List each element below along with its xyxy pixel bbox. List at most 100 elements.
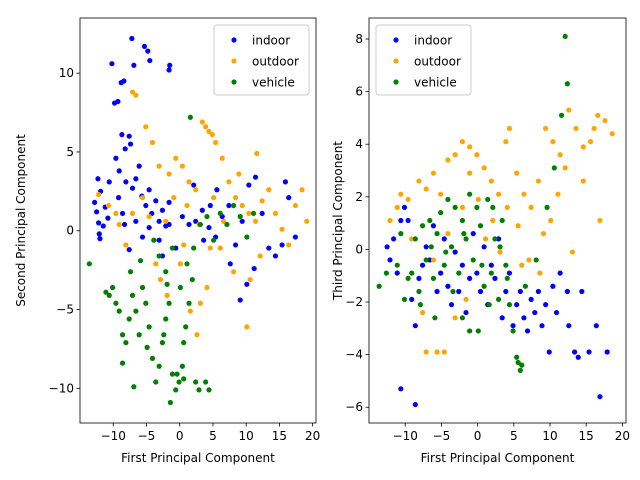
data-point [445, 196, 451, 203]
data-point [141, 43, 148, 49]
data-point [171, 195, 177, 201]
data-point [159, 207, 166, 213]
data-point [528, 296, 534, 302]
data-point [236, 171, 242, 177]
chart-panel-2: −10 −5 0 5 10 15 20 −6 −4 −2 0 2 4 6 8 First Principal … [331, 17, 630, 465]
data-point [143, 300, 149, 306]
data-point [199, 119, 205, 125]
data-point [115, 195, 122, 201]
data-point [127, 141, 134, 147]
data-point [244, 234, 250, 240]
data-point [461, 231, 467, 237]
data-point [286, 195, 292, 201]
data-point [109, 61, 115, 67]
data-point [503, 262, 509, 268]
y-axis-label: Second Principal Component [14, 134, 28, 307]
data-point [157, 276, 164, 283]
data-point [203, 379, 209, 385]
data-point [266, 187, 272, 193]
data-point [193, 379, 199, 385]
data-point [470, 257, 476, 263]
data-point [428, 244, 434, 250]
data-point [259, 198, 265, 204]
data-point [452, 315, 458, 321]
data-point [562, 33, 568, 40]
data-point [544, 204, 550, 210]
x-tick-label: 10 [542, 429, 557, 443]
data-point [503, 288, 509, 295]
data-point [183, 324, 189, 330]
data-point [572, 349, 578, 355]
data-point [441, 236, 447, 242]
data-point [510, 328, 516, 334]
data-point [456, 288, 462, 295]
data-point [129, 292, 136, 298]
data-point [445, 283, 451, 289]
series-indoor [384, 204, 610, 408]
y-tick-label: −10 [49, 381, 74, 395]
y-tick-label: 4 [355, 137, 363, 151]
data-point [187, 114, 193, 120]
data-point [220, 218, 227, 224]
data-point [416, 288, 422, 295]
series-outdoor [96, 89, 310, 338]
data-point [448, 244, 455, 250]
data-point [497, 249, 503, 255]
data-point [217, 210, 223, 217]
data-point [161, 332, 167, 338]
data-point [555, 191, 561, 197]
data-point [438, 191, 444, 197]
data-point [113, 155, 119, 161]
data-point [387, 217, 393, 224]
data-point [105, 215, 111, 221]
x-tick-label: 10 [239, 429, 254, 443]
data-point [394, 270, 400, 276]
data-point [299, 187, 305, 193]
data-point [566, 107, 572, 113]
data-point [123, 179, 129, 185]
data-point [517, 288, 523, 295]
data-point [97, 236, 103, 242]
data-point [495, 296, 502, 302]
data-point [119, 360, 126, 366]
data-point [521, 191, 527, 197]
data-point [506, 302, 513, 308]
data-point [156, 218, 162, 224]
data-point [105, 202, 112, 209]
data-point [602, 117, 608, 124]
x-tick-label: 0 [474, 429, 482, 443]
data-point [193, 187, 199, 193]
data-point [450, 288, 456, 295]
data-point [532, 309, 538, 316]
data-point [153, 379, 159, 385]
legend-label-vehicle: vehicle [252, 76, 295, 90]
data-point [376, 283, 382, 289]
data-point [173, 387, 179, 393]
data-point [169, 245, 176, 251]
data-point [232, 242, 239, 248]
data-point [416, 178, 422, 184]
data-point [430, 275, 437, 281]
y-tick-label: 2 [355, 190, 363, 204]
y-tick-label: 0 [355, 242, 363, 256]
data-point [459, 139, 465, 145]
data-point [224, 221, 230, 228]
data-point [237, 297, 243, 303]
data-point [495, 191, 502, 197]
x-tick-label: −5 [433, 429, 451, 443]
data-point [524, 328, 531, 334]
data-point [497, 244, 503, 250]
data-point [566, 323, 572, 329]
data-point [96, 191, 102, 198]
data-point [167, 399, 174, 406]
data-point [213, 139, 219, 146]
data-point [95, 176, 101, 182]
data-point [106, 179, 112, 185]
data-point [519, 262, 525, 268]
data-point [139, 195, 146, 201]
data-point [129, 35, 135, 42]
data-point [149, 139, 156, 146]
data-point [463, 236, 469, 242]
data-point [131, 384, 137, 390]
data-point [475, 196, 481, 203]
